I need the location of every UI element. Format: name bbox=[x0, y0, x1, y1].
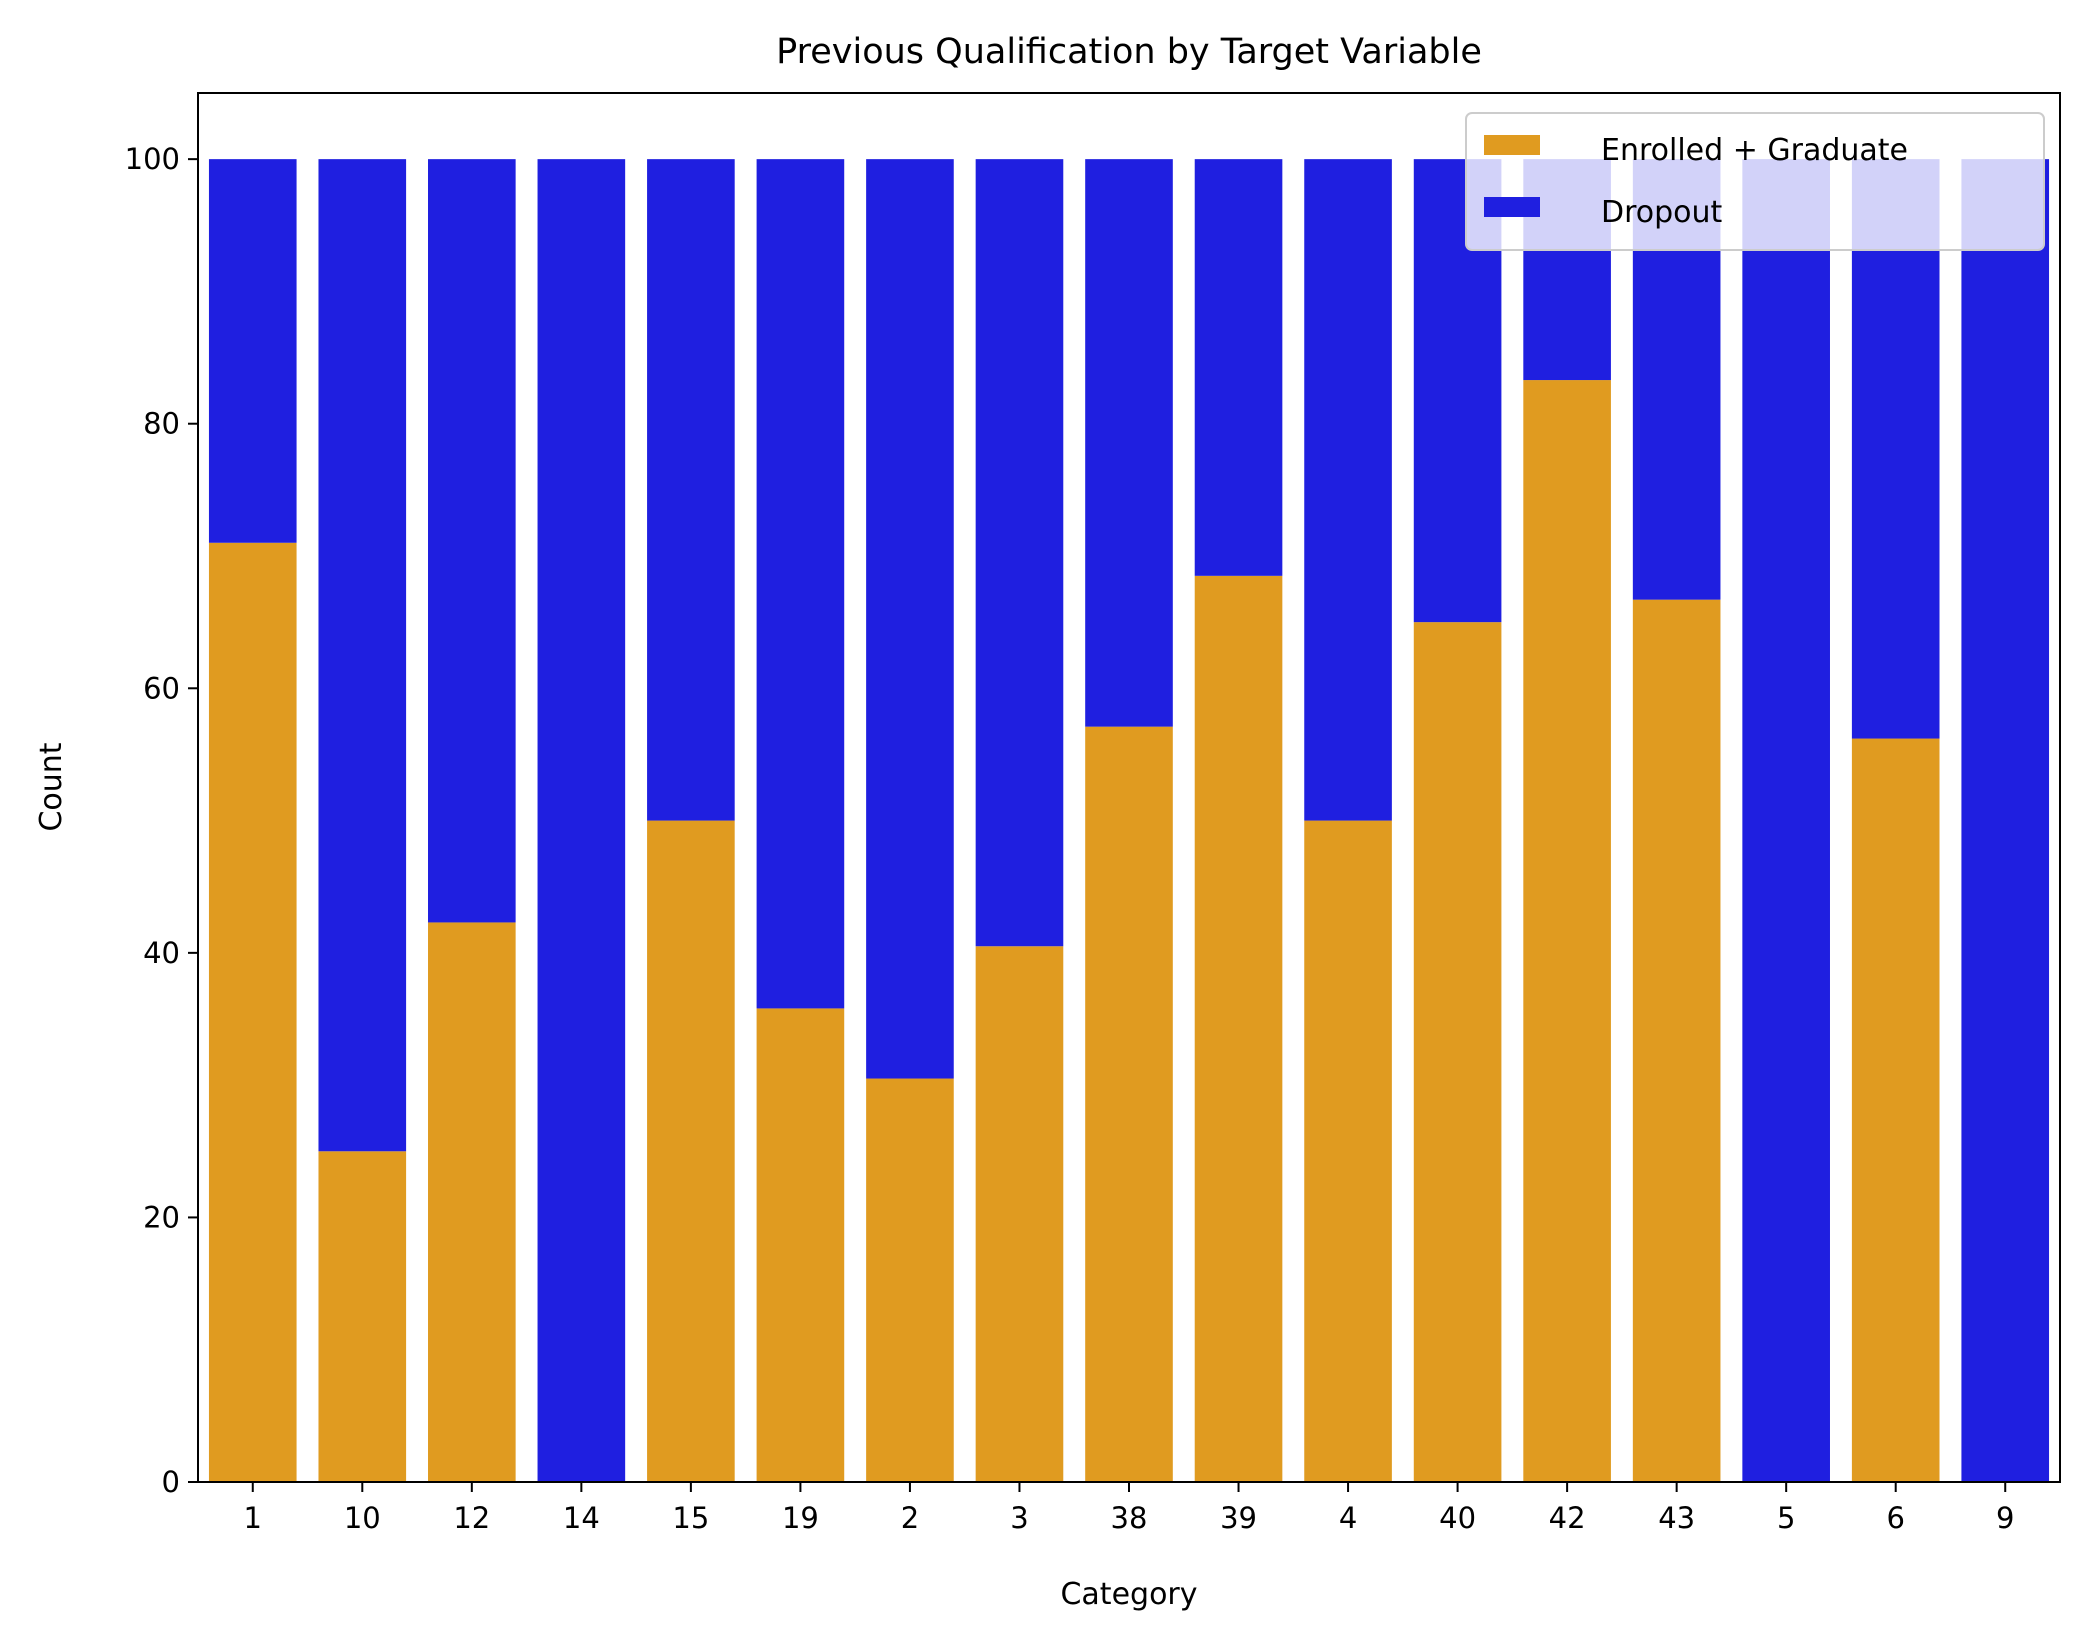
y-axis-label: Count bbox=[34, 742, 69, 831]
y-tick-label-80: 80 bbox=[143, 407, 180, 441]
x-tick-label-43: 43 bbox=[1658, 1501, 1695, 1535]
y-axis: 0 20 40 60 80 100 bbox=[125, 142, 198, 1499]
bar-enrolled-graduate-4 bbox=[1304, 820, 1392, 1482]
x-axis-label: Category bbox=[1060, 1577, 1197, 1612]
legend-swatch-enrolled-graduate bbox=[1484, 135, 1540, 155]
x-tick-label-42: 42 bbox=[1549, 1501, 1586, 1535]
x-tick-label-5: 5 bbox=[1777, 1501, 1795, 1535]
bar-enrolled-graduate-12 bbox=[428, 922, 516, 1482]
x-tick-label-12: 12 bbox=[453, 1501, 490, 1535]
bar-dropout-38 bbox=[1085, 159, 1173, 727]
y-tick-label-40: 40 bbox=[143, 936, 180, 970]
x-tick-label-4: 4 bbox=[1339, 1501, 1357, 1535]
bar-dropout-2 bbox=[866, 159, 954, 1079]
x-tick-label-10: 10 bbox=[344, 1501, 381, 1535]
chart-title: Previous Qualification by Target Variabl… bbox=[776, 32, 1482, 72]
y-tick-label-100: 100 bbox=[125, 142, 180, 176]
x-tick-label-40: 40 bbox=[1439, 1501, 1476, 1535]
x-tick-label-14: 14 bbox=[563, 1501, 600, 1535]
bar-enrolled-graduate-2 bbox=[866, 1078, 954, 1482]
x-tick-label-9: 9 bbox=[1996, 1501, 2014, 1535]
x-tick-label-3: 3 bbox=[1010, 1501, 1028, 1535]
y-tick-label-0: 0 bbox=[162, 1465, 180, 1499]
bar-dropout-4 bbox=[1304, 159, 1392, 821]
legend-label-dropout: Dropout bbox=[1601, 195, 1723, 230]
bar-dropout-14 bbox=[537, 159, 626, 1482]
bar-enrolled-graduate-10 bbox=[318, 1151, 407, 1482]
bar-enrolled-graduate-1 bbox=[208, 542, 297, 1482]
x-tick-label-6: 6 bbox=[1886, 1501, 1904, 1535]
bar-enrolled-graduate-6 bbox=[1851, 738, 1940, 1482]
bar-enrolled-graduate-40 bbox=[1413, 622, 1502, 1482]
x-axis: 1 10 12 14 15 19 2 3 38 39 4 40 42 43 5 6 9 bbox=[244, 1482, 2014, 1535]
bar-dropout-1 bbox=[208, 159, 297, 543]
x-tick-label-1: 1 bbox=[244, 1501, 262, 1535]
bar-enrolled-graduate-15 bbox=[647, 820, 735, 1482]
x-tick-label-38: 38 bbox=[1111, 1501, 1148, 1535]
bar-dropout-9 bbox=[1961, 159, 2050, 1482]
plot-frame bbox=[197, 92, 2061, 1483]
bar-enrolled-graduate-39 bbox=[1194, 575, 1283, 1482]
legend-label-enrolled-graduate: Enrolled + Graduate bbox=[1601, 133, 1908, 168]
x-tick-label-2: 2 bbox=[901, 1501, 919, 1535]
bar-enrolled-graduate-19 bbox=[756, 1008, 845, 1482]
bar-dropout-12 bbox=[428, 159, 516, 923]
x-tick-label-19: 19 bbox=[782, 1501, 819, 1535]
legend-swatch-dropout bbox=[1484, 197, 1540, 217]
bar-enrolled-graduate-3 bbox=[975, 946, 1064, 1482]
legend: Enrolled + Graduate Dropout bbox=[1465, 112, 2045, 251]
bar-dropout-6 bbox=[1851, 159, 1940, 739]
bar-dropout-10 bbox=[318, 159, 407, 1152]
bar-dropout-3 bbox=[975, 159, 1064, 947]
bar-dropout-5 bbox=[1742, 159, 1830, 1482]
bar-dropout-19 bbox=[756, 159, 845, 1009]
x-tick-label-15: 15 bbox=[672, 1501, 709, 1535]
bar-dropout-15 bbox=[647, 159, 735, 821]
y-tick-label-60: 60 bbox=[143, 671, 180, 705]
y-tick-label-20: 20 bbox=[143, 1200, 180, 1234]
bar-enrolled-graduate-43 bbox=[1632, 599, 1721, 1482]
bar-enrolled-graduate-42 bbox=[1523, 380, 1611, 1482]
bars-layer bbox=[208, 159, 2050, 1482]
legend-box bbox=[1465, 112, 2045, 251]
x-tick-label-39: 39 bbox=[1220, 1501, 1257, 1535]
bar-dropout-39 bbox=[1194, 159, 1283, 576]
bar-enrolled-graduate-38 bbox=[1085, 726, 1173, 1482]
